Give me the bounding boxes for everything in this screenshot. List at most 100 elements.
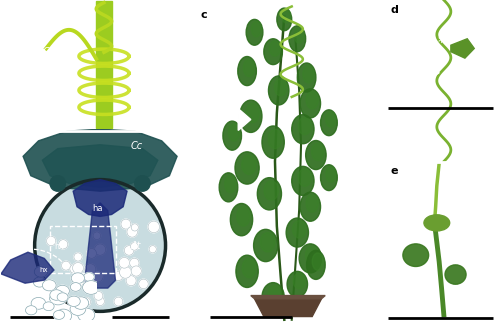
Ellipse shape: [286, 218, 308, 247]
Ellipse shape: [274, 78, 286, 96]
Text: hx: hx: [54, 242, 64, 251]
Ellipse shape: [246, 103, 260, 123]
Ellipse shape: [236, 207, 250, 226]
Circle shape: [78, 308, 94, 322]
Circle shape: [34, 266, 48, 277]
Ellipse shape: [300, 192, 320, 221]
Polygon shape: [84, 203, 116, 288]
Circle shape: [50, 290, 63, 300]
Circle shape: [138, 279, 148, 289]
Circle shape: [82, 297, 90, 306]
Circle shape: [70, 303, 86, 315]
Ellipse shape: [300, 89, 320, 118]
Circle shape: [54, 310, 64, 319]
Ellipse shape: [403, 244, 428, 266]
Circle shape: [130, 258, 139, 268]
Ellipse shape: [277, 8, 291, 31]
Ellipse shape: [306, 246, 319, 264]
Circle shape: [70, 265, 78, 273]
Circle shape: [131, 266, 141, 276]
Circle shape: [96, 297, 104, 306]
Ellipse shape: [282, 9, 290, 23]
Circle shape: [68, 296, 80, 307]
Text: d: d: [390, 5, 398, 15]
Circle shape: [74, 253, 82, 261]
Ellipse shape: [260, 233, 275, 252]
Ellipse shape: [252, 21, 262, 37]
Circle shape: [43, 302, 54, 311]
Ellipse shape: [299, 244, 322, 273]
Ellipse shape: [268, 129, 281, 149]
Ellipse shape: [306, 250, 325, 279]
Circle shape: [127, 226, 138, 237]
Circle shape: [119, 257, 130, 268]
Ellipse shape: [264, 181, 278, 200]
Circle shape: [124, 246, 134, 255]
Circle shape: [50, 176, 66, 191]
Circle shape: [31, 297, 46, 309]
Circle shape: [34, 277, 46, 287]
Text: *: *: [438, 35, 445, 49]
Ellipse shape: [320, 110, 338, 136]
Text: At: At: [131, 241, 141, 251]
Polygon shape: [42, 145, 158, 187]
Circle shape: [135, 176, 150, 191]
Circle shape: [114, 271, 123, 281]
Text: b: b: [4, 135, 12, 145]
Ellipse shape: [268, 76, 289, 105]
Ellipse shape: [306, 141, 326, 170]
Polygon shape: [96, 1, 112, 128]
Ellipse shape: [298, 117, 312, 135]
Ellipse shape: [326, 167, 336, 182]
Ellipse shape: [312, 253, 324, 270]
Circle shape: [131, 224, 138, 231]
Circle shape: [62, 261, 70, 270]
Circle shape: [114, 297, 123, 306]
Ellipse shape: [240, 100, 262, 132]
Ellipse shape: [320, 165, 338, 191]
Ellipse shape: [445, 265, 466, 284]
Circle shape: [93, 232, 100, 240]
Circle shape: [86, 248, 97, 258]
Ellipse shape: [298, 63, 316, 92]
Circle shape: [82, 281, 100, 294]
Ellipse shape: [306, 195, 318, 212]
Text: c: c: [200, 10, 207, 20]
Text: a: a: [6, 4, 14, 14]
Circle shape: [34, 180, 166, 311]
Ellipse shape: [298, 169, 312, 186]
Ellipse shape: [326, 112, 336, 127]
Circle shape: [55, 309, 72, 323]
Circle shape: [84, 264, 96, 275]
Ellipse shape: [235, 152, 259, 184]
Text: hx: hx: [40, 267, 48, 273]
Ellipse shape: [306, 91, 318, 109]
Polygon shape: [251, 296, 325, 299]
Ellipse shape: [292, 115, 314, 144]
Ellipse shape: [223, 121, 242, 150]
Ellipse shape: [262, 126, 284, 158]
Circle shape: [121, 219, 131, 229]
Bar: [50, 226, 116, 273]
Polygon shape: [238, 109, 251, 130]
Text: Cc: Cc: [42, 47, 54, 57]
Circle shape: [58, 240, 68, 249]
Ellipse shape: [230, 203, 252, 236]
Ellipse shape: [303, 66, 314, 83]
Ellipse shape: [292, 221, 306, 238]
Ellipse shape: [246, 19, 263, 45]
Circle shape: [46, 236, 56, 246]
Ellipse shape: [270, 41, 280, 56]
Polygon shape: [1, 252, 54, 283]
Circle shape: [126, 276, 136, 286]
Circle shape: [26, 306, 37, 315]
Ellipse shape: [424, 215, 450, 231]
Polygon shape: [23, 129, 177, 191]
Ellipse shape: [264, 39, 282, 65]
Polygon shape: [421, 207, 430, 219]
Ellipse shape: [262, 283, 284, 312]
Ellipse shape: [293, 273, 306, 289]
Circle shape: [148, 221, 160, 233]
Ellipse shape: [294, 28, 304, 43]
Text: e: e: [390, 166, 398, 176]
